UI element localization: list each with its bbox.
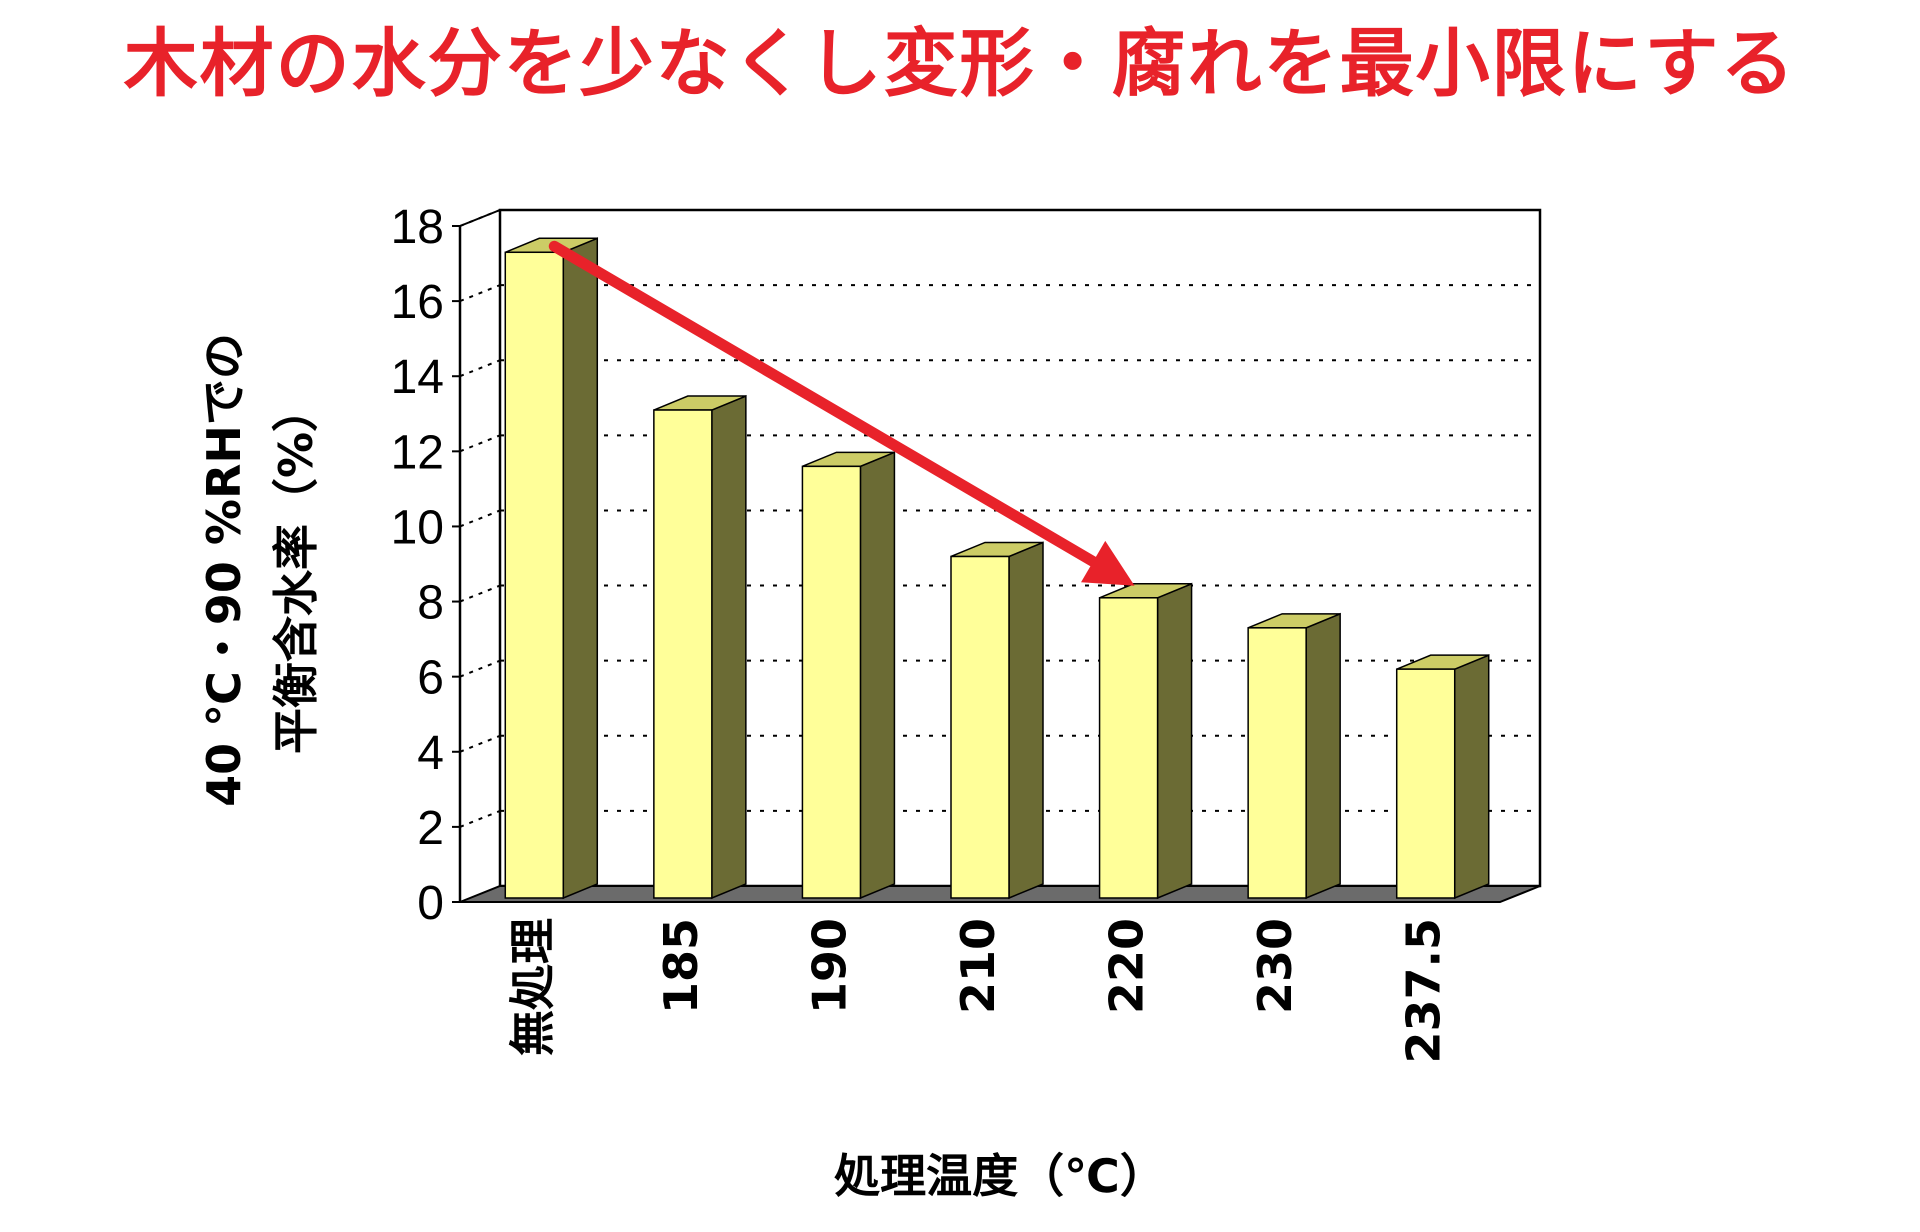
bar-5: [1098, 582, 1193, 900]
x-axis-title: 処理温度（℃）: [834, 1149, 1166, 1203]
y-tick-label: 8: [417, 577, 444, 630]
gridline-side: [459, 509, 501, 528]
bar-side: [1453, 654, 1490, 900]
y-tick-label: 4: [417, 727, 444, 780]
gridline-side: [459, 809, 501, 828]
bar-4: [950, 541, 1044, 900]
y-tick-label: 16: [391, 276, 444, 329]
bar-side: [562, 237, 599, 900]
trend-arrow-head: [1081, 540, 1135, 586]
bar-7: [1395, 654, 1490, 900]
y-tick-label: 14: [391, 351, 444, 404]
gridline-side: [459, 734, 501, 753]
bar-1: [504, 237, 599, 900]
bar-side: [1008, 541, 1044, 900]
category-label: 210: [951, 918, 1005, 1014]
y-tick-label: 12: [391, 426, 444, 479]
category-label: 220: [1100, 918, 1154, 1014]
bar-front: [1098, 597, 1159, 899]
bar-front: [1395, 668, 1456, 899]
y-axis-title-line2: 平衡含水率（%）: [269, 386, 323, 754]
category-label: 無処理: [505, 918, 559, 1056]
bar-6: [1247, 612, 1341, 900]
bar-2: [653, 394, 747, 900]
bar-3: [801, 451, 896, 900]
bar-front: [1247, 627, 1307, 899]
chart-bars: [504, 237, 1490, 900]
y-tick-label: 6: [417, 652, 444, 705]
category-label: 190: [802, 918, 856, 1014]
trend-arrow-shaft: [548, 240, 1099, 568]
bar-front: [801, 465, 862, 899]
category-label: 237.5: [1397, 918, 1451, 1064]
bar-front: [504, 251, 565, 899]
gridline-side: [459, 284, 501, 303]
bar-front: [950, 555, 1010, 899]
y-tick-label: 0: [417, 877, 444, 930]
gridline-side: [459, 584, 501, 603]
gridline-side: [459, 434, 501, 453]
y-axis-title-line1: 40 ℃・90 %RHでの: [197, 333, 251, 807]
chart-labels: 0 2 4 6 8 10 12 14 16 18 無処理 185 190 210 220 230 237.5 40…: [197, 201, 1451, 1203]
gridline-side: [459, 209, 501, 227]
y-tick-label: 2: [417, 802, 444, 855]
y-tick-label: 18: [391, 201, 444, 254]
gridline-side: [459, 359, 501, 378]
chart-axis: [452, 225, 462, 903]
gridline-side: [459, 659, 501, 678]
y-tick-label: 10: [391, 501, 444, 554]
bar-front: [653, 409, 713, 899]
bar-side: [1305, 612, 1341, 900]
bar-side: [1156, 582, 1193, 900]
bar-side: [859, 451, 896, 900]
category-label: 185: [654, 918, 708, 1014]
bar-side: [711, 394, 747, 900]
category-label: 230: [1248, 918, 1302, 1014]
trend-arrow: [548, 240, 1135, 586]
headline: 木材の水分を少なくし変形・腐れを最小限にする: [123, 21, 1797, 107]
